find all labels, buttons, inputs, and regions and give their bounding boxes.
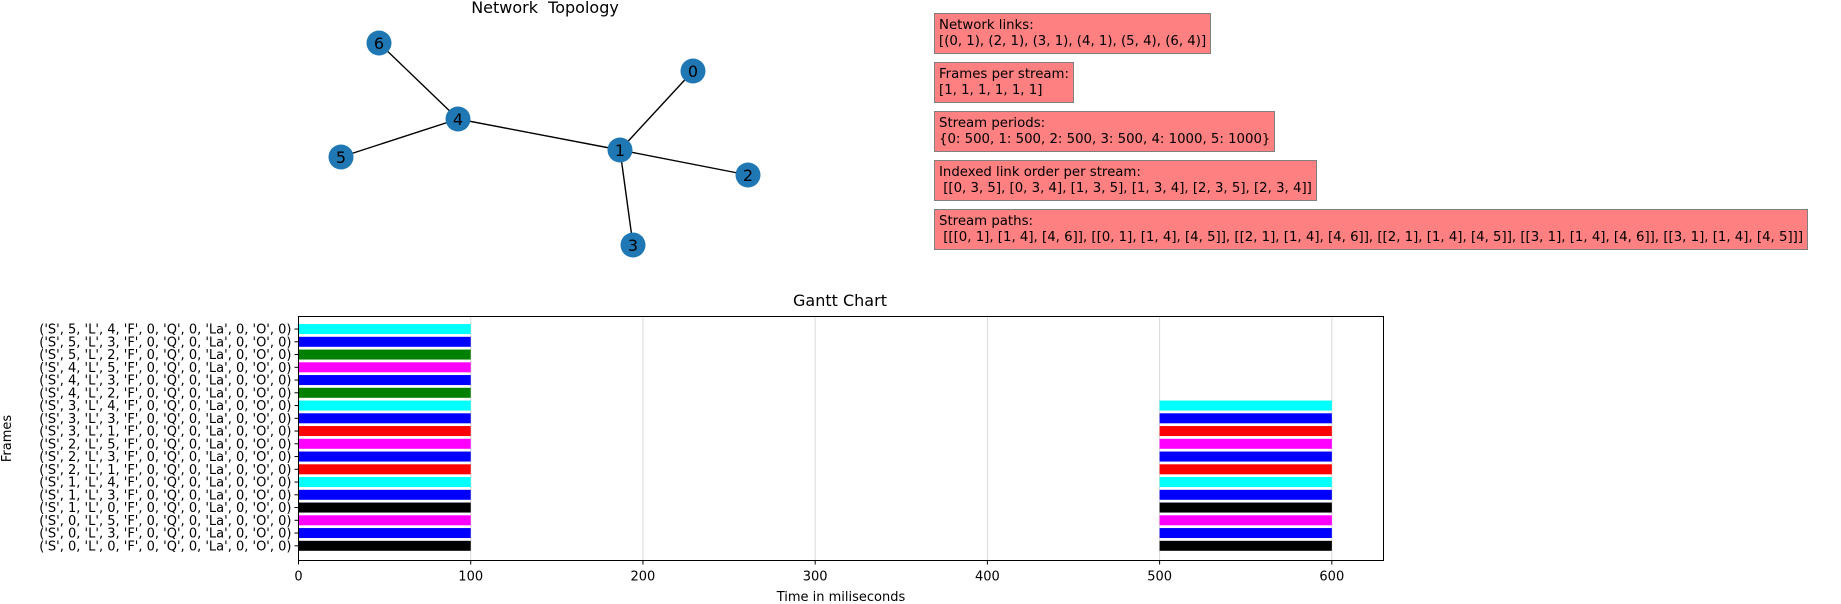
y-tick-label: ('S', 4, 'L', 3, 'F', 0, 'Q', 0, 'La', 0… — [39, 374, 291, 389]
gantt-bar — [298, 528, 471, 539]
gantt-bar — [298, 438, 471, 449]
gantt-chart: 0 100 200 300 400 500 600 ('S', 0, 'L', 0, 'F',… — [0, 316, 1384, 604]
y-axis-label: Frames — [0, 415, 15, 463]
gantt-bar — [298, 362, 471, 373]
gantt-bar — [298, 336, 471, 347]
y-tick-label: ('S', 4, 'L', 5, 'F', 0, 'Q', 0, 'La', 0… — [39, 361, 291, 376]
y-tick-label: ('S', 5, 'L', 2, 'F', 0, 'Q', 0, 'La', 0… — [39, 348, 291, 363]
topology-node-label: 5 — [336, 148, 346, 167]
topology-node-5 — [328, 144, 354, 170]
topology-node-2 — [735, 162, 761, 188]
topology-edge-5-4 — [340, 118, 459, 158]
gantt-bar — [298, 477, 471, 488]
info-box-network-links: Network links: [(0, 1), (2, 1), (3, 1), … — [934, 13, 1212, 54]
gantt-bar — [1159, 426, 1332, 437]
topology-graph: 0 1 2 3 4 5 6 — [328, 30, 761, 258]
x-tick-label: 200 — [631, 570, 656, 585]
y-tick-label: ('S', 5, 'L', 3, 'F', 0, 'Q', 0, 'La', 0… — [39, 335, 291, 350]
gantt-bar — [1159, 464, 1332, 475]
topology-node-label: 1 — [615, 141, 625, 160]
gantt-bar — [298, 400, 471, 411]
topology-node-0 — [680, 58, 706, 84]
x-axis-label: Time in miliseconds — [776, 590, 906, 604]
topology-node-4 — [445, 106, 471, 132]
gantt-bar — [1159, 477, 1332, 488]
gantt-bar — [298, 451, 471, 462]
gantt-bar — [298, 426, 471, 437]
topology-node-label: 2 — [743, 166, 753, 185]
info-value: {0: 500, 1: 500, 2: 500, 3: 500, 4: 1000… — [939, 132, 1271, 147]
topology-edge-2-1 — [619, 149, 749, 176]
topology-edge-3-1 — [619, 149, 634, 246]
y-tick-label: ('S', 0, 'L', 3, 'F', 0, 'Q', 0, 'La', 0… — [39, 527, 291, 542]
gantt-bar — [1159, 438, 1332, 449]
info-box-link-order: Indexed link order per stream: [[0, 3, 5… — [934, 160, 1317, 201]
gantt-bar — [298, 387, 471, 398]
info-value: [[0, 3, 5], [0, 3, 4], [1, 3, 5], [1, 3,… — [939, 181, 1312, 196]
info-label: Indexed link order per stream: — [939, 165, 1141, 180]
topology-edge-0-1 — [619, 70, 694, 151]
y-tick-label: ('S', 0, 'L', 5, 'F', 0, 'Q', 0, 'La', 0… — [39, 514, 291, 529]
gantt-bar — [1159, 502, 1332, 513]
info-label: Stream periods: — [939, 116, 1046, 131]
gantt-bar — [298, 489, 471, 500]
y-tick-label: ('S', 4, 'L', 2, 'F', 0, 'Q', 0, 'La', 0… — [39, 386, 291, 401]
info-label: Stream paths: — [939, 214, 1033, 229]
gantt-bar — [298, 349, 471, 360]
topology-node-label: 6 — [374, 34, 384, 53]
y-tick-label: ('S', 3, 'L', 1, 'F', 0, 'Q', 0, 'La', 0… — [39, 425, 291, 440]
y-tick-label: ('S', 1, 'L', 4, 'F', 0, 'Q', 0, 'La', 0… — [39, 476, 291, 491]
topology-title: Network Topology — [471, 0, 619, 17]
gantt-bar — [298, 464, 471, 475]
info-box-frames-per-stream: Frames per stream: [1, 1, 1, 1, 1, 1] — [934, 62, 1074, 103]
x-tick-label: 100 — [458, 570, 483, 585]
gantt-bar — [298, 375, 471, 386]
info-label: Frames per stream: — [939, 67, 1069, 82]
topology-edge-6-4 — [378, 42, 459, 120]
y-tick-label: ('S', 1, 'L', 0, 'F', 0, 'Q', 0, 'La', 0… — [39, 501, 291, 516]
gantt-bar — [1159, 451, 1332, 462]
y-tick-label: ('S', 3, 'L', 3, 'F', 0, 'Q', 0, 'La', 0… — [39, 412, 291, 427]
gantt-bar — [298, 515, 471, 526]
gantt-bar — [1159, 413, 1332, 424]
gantt-bar — [1159, 515, 1332, 526]
x-tick-label: 300 — [803, 570, 828, 585]
info-value: [1, 1, 1, 1, 1, 1] — [939, 83, 1043, 98]
gantt-bar — [298, 502, 471, 513]
x-tick-label: 600 — [1319, 570, 1344, 585]
x-tick-label: 0 — [294, 570, 302, 585]
info-label: Network links: — [939, 18, 1034, 33]
topology-node-6 — [366, 30, 392, 56]
topology-node-label: 0 — [688, 62, 698, 81]
gantt-bar — [298, 540, 471, 551]
gantt-bar — [1159, 400, 1332, 411]
y-tick-label: ('S', 0, 'L', 0, 'F', 0, 'Q', 0, 'La', 0… — [39, 539, 291, 554]
x-tick-label: 500 — [1147, 570, 1172, 585]
topology-node-label: 3 — [628, 236, 638, 255]
gantt-bar — [298, 413, 471, 424]
topology-node-3 — [620, 232, 646, 258]
gantt-bar — [1159, 540, 1332, 551]
y-tick-label: ('S', 2, 'L', 1, 'F', 0, 'Q', 0, 'La', 0… — [39, 463, 291, 478]
y-tick-label: ('S', 3, 'L', 4, 'F', 0, 'Q', 0, 'La', 0… — [39, 399, 291, 414]
y-tick-label: ('S', 2, 'L', 5, 'F', 0, 'Q', 0, 'La', 0… — [39, 437, 291, 452]
info-box-stream-periods: Stream periods: {0: 500, 1: 500, 2: 500,… — [934, 111, 1276, 152]
x-tick-label: 400 — [975, 570, 1000, 585]
topology-node-1 — [607, 137, 633, 163]
info-value: [[[0, 1], [1, 4], [4, 6]], [[0, 1], [1, … — [939, 230, 1804, 245]
gantt-bar — [1159, 528, 1332, 539]
gantt-bar — [1159, 489, 1332, 500]
info-value: [(0, 1), (2, 1), (3, 1), (4, 1), (5, 4),… — [939, 34, 1207, 49]
gantt-bar — [298, 324, 471, 335]
gantt-axes-frame — [298, 316, 1384, 561]
y-tick-label: ('S', 5, 'L', 4, 'F', 0, 'Q', 0, 'La', 0… — [39, 323, 291, 338]
topology-node-label: 4 — [453, 110, 463, 129]
y-tick-label: ('S', 1, 'L', 3, 'F', 0, 'Q', 0, 'La', 0… — [39, 488, 291, 503]
gantt-title: Gantt Chart — [793, 291, 887, 310]
topology-edge-4-1 — [457, 118, 621, 151]
y-tick-label: ('S', 2, 'L', 3, 'F', 0, 'Q', 0, 'La', 0… — [39, 450, 291, 465]
info-box-stream-paths: Stream paths: [[[0, 1], [1, 4], [4, 6]],… — [934, 209, 1809, 250]
